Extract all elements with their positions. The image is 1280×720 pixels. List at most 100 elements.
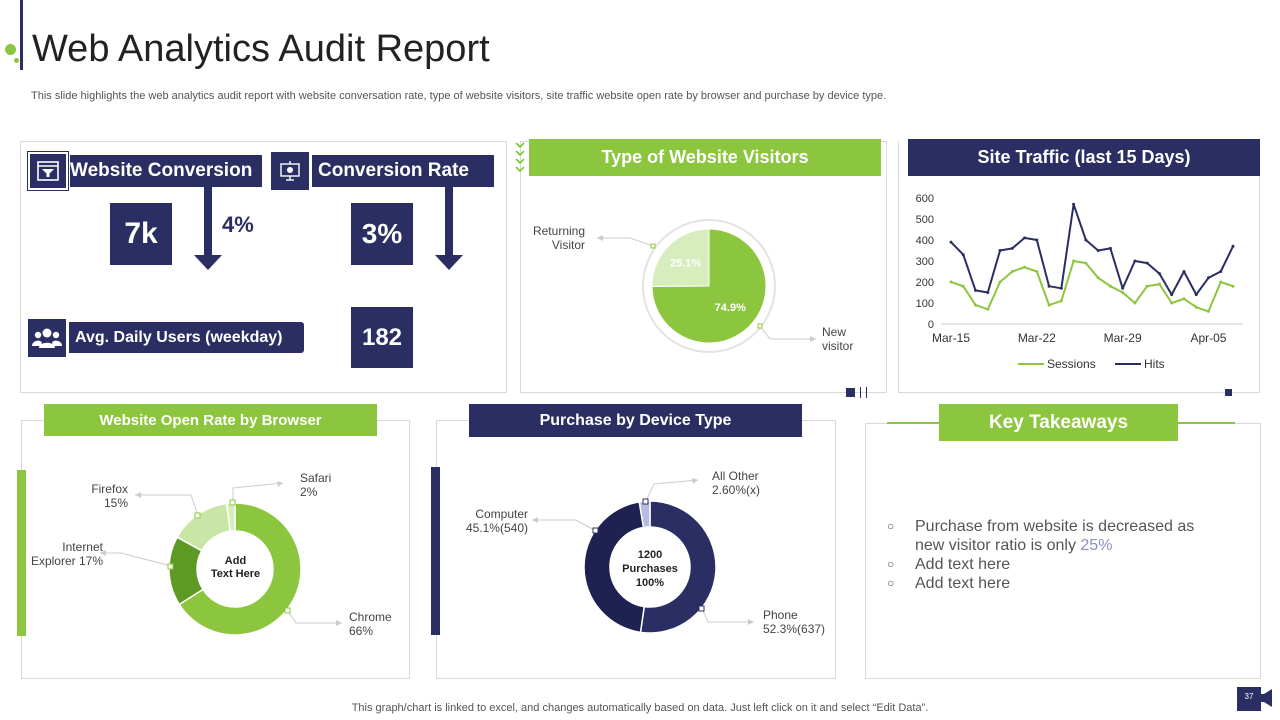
settings-monitor-icon: [280, 161, 300, 181]
series-point-hits: [986, 291, 990, 294]
page-number-badge: 37: [1237, 687, 1261, 711]
visitors-corner-tick2: [866, 387, 867, 398]
device-donut-chart: [532, 478, 754, 634]
page-number: 37: [1244, 692, 1254, 701]
browser-left-accent: [17, 470, 26, 636]
filter-icon: [37, 161, 59, 181]
visitors-corner-square: [846, 388, 855, 397]
series-point-sessions: [1170, 301, 1174, 305]
series-line-hits: [950, 203, 1234, 296]
series-point-hits: [1219, 270, 1223, 273]
x-tick-label: Mar-29: [1104, 331, 1142, 345]
series-point-sessions: [1182, 297, 1186, 301]
series-point-sessions: [1072, 259, 1076, 263]
takeaways-title: Key Takeaways: [939, 404, 1178, 441]
new-leader-arrow: [810, 336, 816, 342]
returning-leader-line: [597, 237, 654, 247]
series-point-sessions: [1023, 265, 1027, 269]
phone-leader-line: [701, 607, 754, 623]
firefox-leader-arrow: [135, 492, 141, 498]
visitors-pie-ring: [642, 219, 776, 353]
takeaways-rule-left: [887, 422, 939, 424]
series-point-sessions: [1157, 282, 1161, 286]
computer-label: Computer 45.1%(540): [465, 507, 528, 535]
x-tick-label: Mar-15: [932, 331, 970, 345]
browser-donut-chart: [100, 481, 342, 636]
takeaway-highlight: 25%: [1080, 537, 1113, 554]
phone-leader-dot: [698, 605, 705, 612]
series-point-hits: [961, 253, 965, 257]
series-point-sessions: [1206, 309, 1210, 313]
series-point-sessions: [1231, 284, 1235, 288]
series-point-hits: [1182, 270, 1186, 273]
firefox-label: Firefox 15%: [91, 482, 128, 510]
new-leader-dot: [757, 323, 763, 329]
series-point-hits: [1157, 272, 1161, 276]
device-title: Purchase by Device Type: [469, 404, 802, 437]
series-point-sessions: [1194, 305, 1198, 309]
series-point-hits: [1023, 236, 1027, 240]
visitors-corner-tick: [860, 387, 861, 398]
y-tick-label: 100: [916, 298, 934, 310]
takeaway-item-text: Add text here: [915, 575, 1011, 592]
series-point-sessions: [1133, 301, 1137, 305]
device-panel: [436, 420, 836, 679]
avg-users-icon-box: [28, 319, 66, 357]
title-dot-icon: [5, 44, 16, 55]
conversion-rate-value: 3%: [351, 203, 413, 265]
new-visitor-label: New visitor: [822, 325, 854, 353]
website-conversion-value: 7k: [110, 203, 172, 265]
series-point-hits: [1084, 238, 1088, 242]
returning-leader-dot: [650, 243, 656, 249]
series-point-sessions: [1121, 291, 1125, 294]
conversion-rate-down-arrow-icon: [435, 187, 463, 270]
series-point-hits: [1035, 238, 1039, 242]
series-point-sessions: [949, 280, 953, 284]
all-other-leader-arrow: [692, 478, 698, 484]
series-point-sessions: [974, 303, 978, 307]
new-leader-line: [759, 325, 816, 340]
browser-panel: [21, 420, 410, 679]
x-tick-label: Apr-05: [1190, 331, 1226, 345]
series-point-hits: [1121, 286, 1125, 290]
series-point-sessions: [1145, 284, 1149, 288]
title-small-dot-icon: [14, 58, 19, 63]
legend-label-sessions: Sessions: [1047, 357, 1096, 371]
series-point-hits: [1047, 284, 1051, 288]
takeaway-item: Add text here: [887, 574, 1227, 593]
y-tick-label: 200: [916, 277, 934, 289]
safari-label: Safari 2%: [300, 471, 332, 499]
series-point-hits: [949, 240, 953, 244]
all-other-label: All Other 2.60%(x): [712, 469, 761, 497]
safari-leader-arrow: [277, 481, 283, 487]
series-point-hits: [1072, 202, 1076, 206]
series-point-hits: [1010, 246, 1014, 250]
chevron-down-icon: [515, 142, 525, 173]
takeaway-item-text: Add text here: [915, 556, 1011, 573]
takeaway-item: Purchase from website is decreased as ne…: [887, 517, 1227, 555]
series-line-sessions: [950, 260, 1234, 313]
traffic-panel: [898, 141, 1260, 393]
footer-note: This graph/chart is linked to excel, and…: [351, 702, 929, 714]
chrome-label: Chrome 66%: [349, 610, 392, 638]
chrome-leader-arrow: [336, 620, 342, 626]
pie-data-label: 74.9%: [715, 302, 746, 314]
internet-explorer-leader-dot: [167, 563, 174, 570]
series-point-sessions: [1035, 270, 1039, 273]
pie-data-label: 25.1%: [670, 258, 701, 270]
y-tick-label: 400: [916, 235, 934, 247]
avg-daily-users-label: Avg. Daily Users (weekday): [69, 322, 304, 353]
series-point-hits: [1206, 276, 1210, 280]
series-point-hits: [1133, 259, 1137, 263]
internet-explorer-leader-line: [100, 552, 172, 567]
traffic-corner-square: [1225, 389, 1232, 396]
series-point-sessions: [1096, 276, 1100, 280]
returning-leader-arrow: [597, 235, 603, 241]
firefox-leader-line: [135, 494, 199, 516]
series-point-sessions: [1059, 299, 1063, 303]
conversion-rate-icon-box: [271, 152, 309, 190]
phone-leader-arrow: [748, 619, 754, 625]
series-point-sessions: [986, 307, 990, 311]
visitors-pie-chart: 74.9% 25.1%: [597, 219, 816, 353]
avg-daily-users-value: 182: [351, 307, 413, 368]
